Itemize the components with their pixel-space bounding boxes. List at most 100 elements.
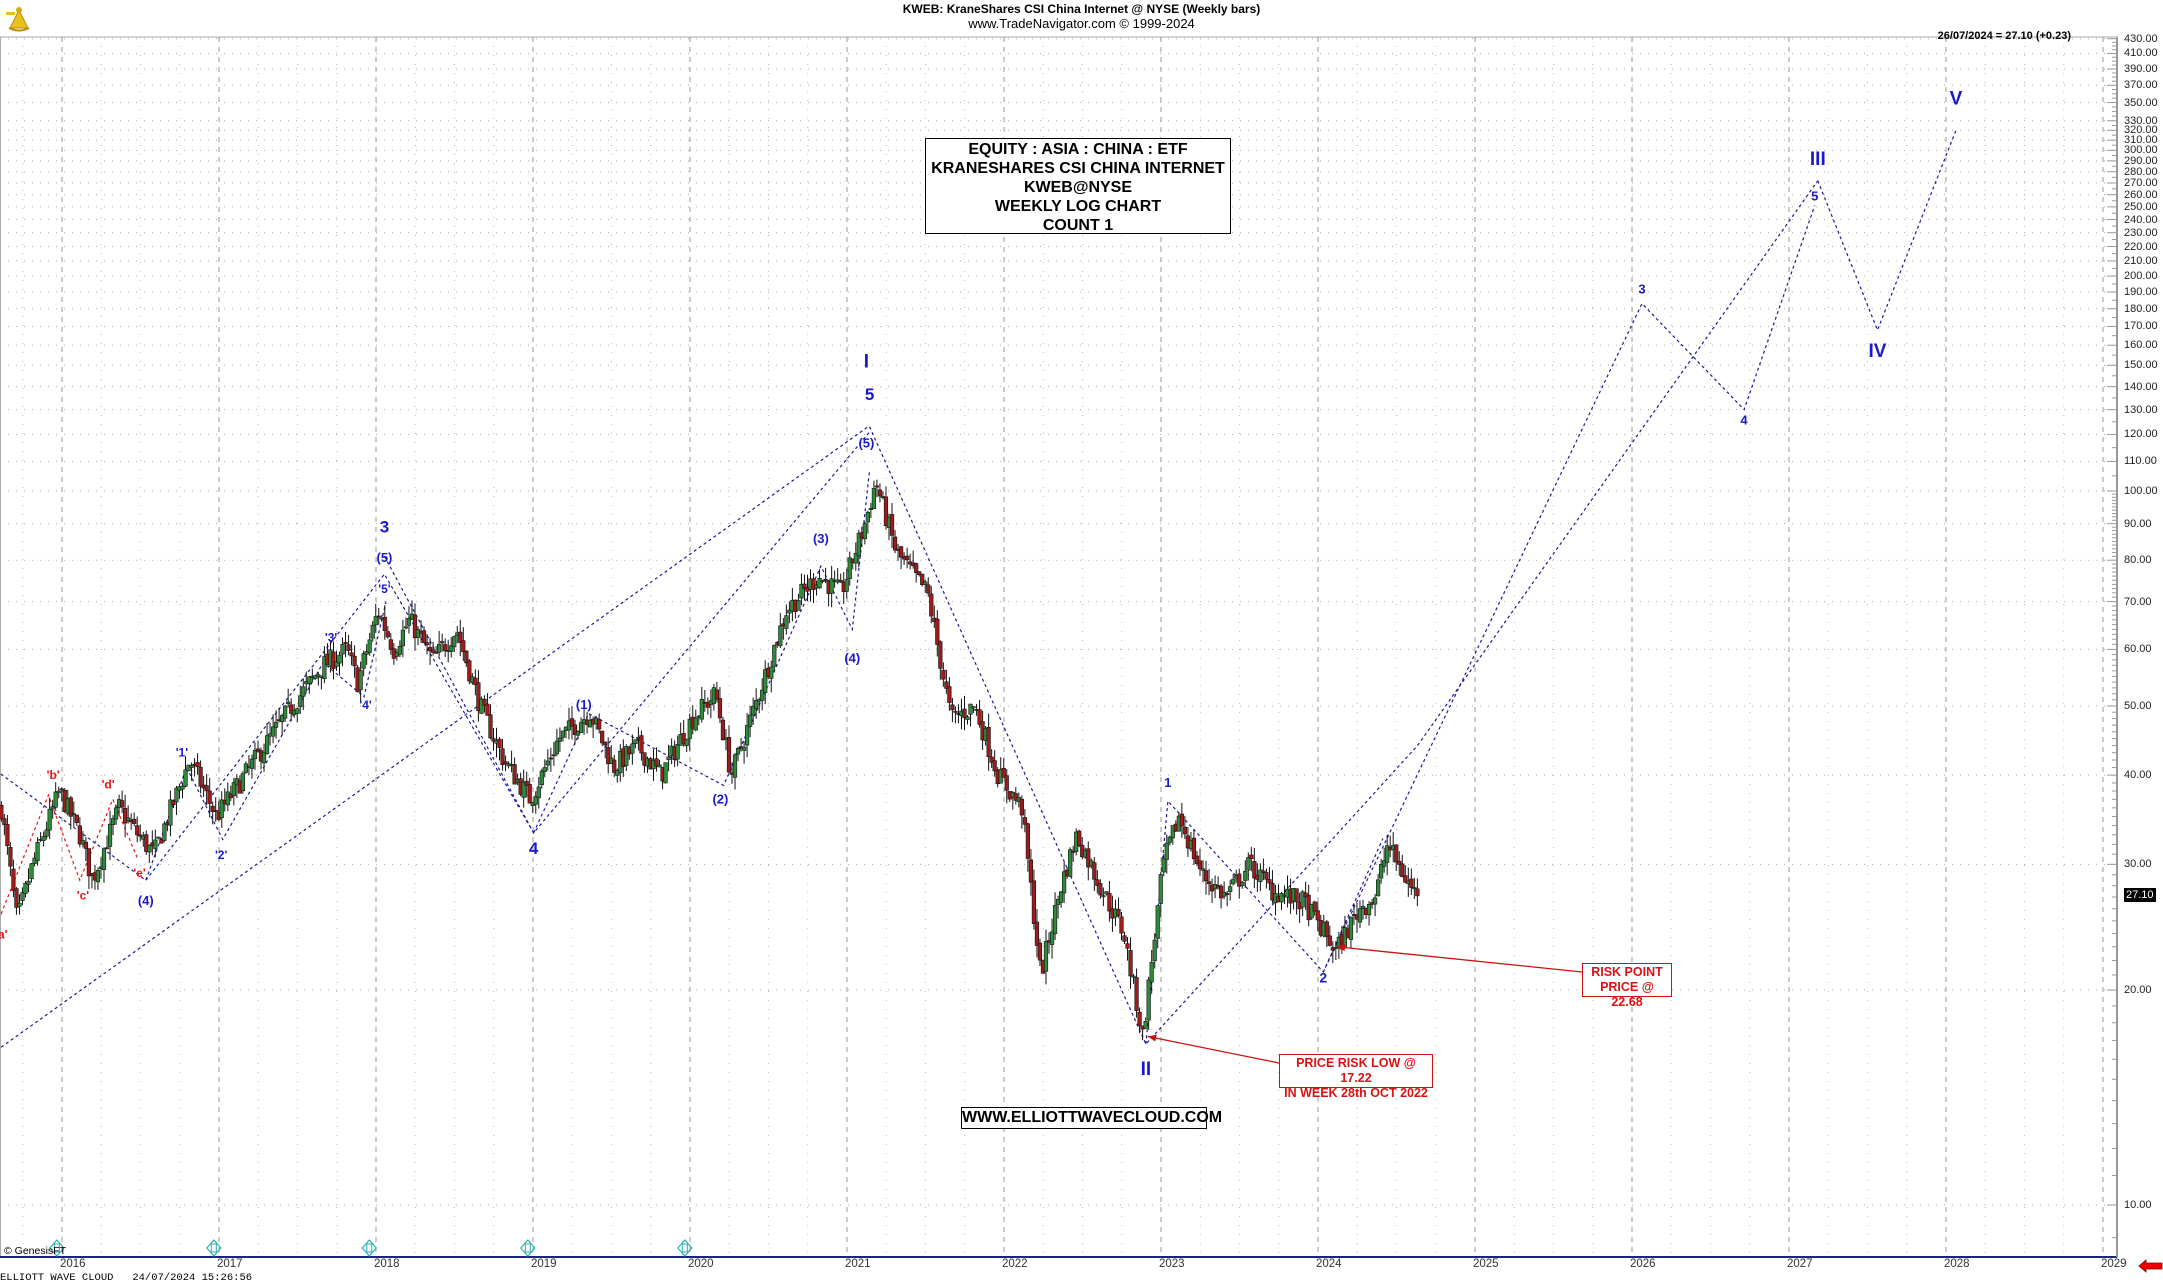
- info-line-category: EQUITY : ASIA : CHINA : ETF: [968, 141, 1188, 158]
- y-axis-tick-label: 330.00: [2124, 114, 2158, 127]
- x-axis-tick-label: 2018: [374, 1258, 400, 1270]
- wave-label: 5: [1811, 189, 1818, 204]
- y-axis-tick-label: 300.00: [2124, 144, 2158, 157]
- y-axis-tick-label: 20.00: [2124, 984, 2152, 997]
- x-axis-tick-label: 2028: [1944, 1258, 1970, 1270]
- y-axis-tick-label: 240.00: [2124, 213, 2158, 226]
- info-line-count: COUNT 1: [1042, 217, 1114, 234]
- risk-point-line2: PRICE @ 22.68: [1600, 980, 1654, 1009]
- risk-point-line1: RISK POINT: [1591, 965, 1663, 979]
- wave-label: '5': [378, 582, 391, 596]
- last-bar-label: 26/07/2024 = 27.10 (+0.23): [1937, 30, 2071, 42]
- y-axis-tick-label: 140.00: [2124, 380, 2158, 393]
- wave-label: 'd': [102, 778, 115, 792]
- y-axis-tick-label: 50.00: [2124, 699, 2152, 712]
- wave-label: 3: [1638, 282, 1645, 297]
- grid: [0, 36, 2118, 1258]
- risk-low-line1: PRICE RISK LOW @ 17.22: [1296, 1056, 1416, 1085]
- x-axis-tick-label: 2026: [1630, 1258, 1656, 1270]
- y-axis-tick-label: 100.00: [2124, 485, 2158, 497]
- x-axis-tick-label: 2024: [1316, 1258, 1342, 1270]
- candlesticks: [0, 479, 1420, 1041]
- wave-label: '2': [215, 848, 228, 862]
- y-axis-tick-label: 430.00: [2124, 32, 2158, 45]
- y-axis-tick-label: 390.00: [2124, 62, 2158, 75]
- last-price-tag: 27.10: [2124, 888, 2156, 902]
- risk-low-line2: IN WEEK 28th OCT 2022: [1284, 1086, 1428, 1100]
- sextant-logo-icon: [4, 2, 34, 32]
- wave-label: 'c': [77, 888, 90, 902]
- wave-label: V: [1950, 88, 1963, 109]
- y-axis-tick-label: 210.00: [2124, 254, 2158, 267]
- wave-label: 'e': [133, 866, 146, 880]
- risk-point-box: RISK POINT PRICE @ 22.68: [1582, 963, 1672, 1009]
- wave-label: 5: [865, 385, 874, 404]
- x-axis-tick-label: 2016: [60, 1258, 86, 1270]
- info-line-type: WEEKLY LOG CHART: [994, 198, 1162, 215]
- wave-label: 2: [1319, 969, 1327, 985]
- axes: [49, 37, 2118, 1257]
- wave-label: 4: [1740, 412, 1748, 427]
- wave-label: (5): [376, 550, 392, 565]
- scroll-right-arrow-icon[interactable]: [2138, 1259, 2163, 1273]
- wave-label: '1': [176, 745, 189, 759]
- y-axis-tick-label: 190.00: [2124, 285, 2158, 298]
- y-axis-tick-label: 280.00: [2124, 165, 2158, 178]
- wave-label: (3): [813, 531, 829, 546]
- y-axis-tick-label: 250.00: [2124, 200, 2158, 213]
- x-axis-tick-label: 2017: [217, 1258, 243, 1270]
- wave-label: (5): [858, 436, 874, 451]
- wave-label: IV: [1869, 341, 1887, 362]
- y-axis-tick-label: 10.00: [2124, 1199, 2152, 1211]
- risk-low-box: PRICE RISK LOW @ 17.22 IN WEEK 28th OCT …: [1279, 1054, 1433, 1100]
- chart-title: KWEB: KraneShares CSI China Internet @ N…: [902, 2, 1261, 16]
- y-axis-tick-label: 30.00: [2124, 858, 2152, 871]
- wave-label: (4): [138, 893, 154, 908]
- y-axis-tick-label: 70.00: [2124, 595, 2152, 608]
- wave-label: (1): [576, 697, 592, 712]
- y-axis-tick-label: 370.00: [2124, 79, 2158, 92]
- wave-label: '3': [325, 631, 338, 645]
- chart-info-box: EQUITY : ASIA : CHINA : ETF KRANESHARES …: [925, 138, 1231, 234]
- y-axis-tick-label: 320.00: [2124, 124, 2158, 137]
- chart-source: www.TradeNavigator.com © 1999-2024: [968, 16, 1195, 31]
- x-axis-tick-label: 2020: [688, 1258, 714, 1270]
- y-axis-tick-label: 130.00: [2124, 403, 2158, 416]
- y-axis-tick-label: 410.00: [2124, 47, 2158, 60]
- y-axis-tick-label: 260.00: [2124, 188, 2158, 201]
- x-axis-tick-label: 2023: [1159, 1258, 1185, 1270]
- y-axis-tick-label: 60.00: [2124, 643, 2152, 656]
- wave-label: (4): [844, 651, 860, 666]
- wave-label: 4: [529, 839, 539, 858]
- y-axis-tick-label: 40.00: [2124, 769, 2152, 782]
- y-axis-tick-label: 350.00: [2124, 96, 2158, 109]
- y-axis-tick-label: 150.00: [2124, 359, 2158, 372]
- wave-label: I: [864, 351, 869, 372]
- wave-label: 3: [380, 517, 389, 536]
- y-axis-tick-label: 230.00: [2124, 226, 2158, 239]
- wave-label: '4': [359, 698, 372, 712]
- y-axis-tick-label: 120.00: [2124, 428, 2158, 441]
- x-axis-tick-label: 2029: [2101, 1258, 2127, 1270]
- wave-label: 1: [1164, 775, 1171, 790]
- y-axis-tick-label: 220.00: [2124, 240, 2158, 253]
- copyright-label: © GenesisFT: [4, 1245, 67, 1257]
- x-axis-tick-label: 2025: [1473, 1258, 1499, 1270]
- y-axis-tick-label: 270.00: [2124, 177, 2158, 189]
- y-axis-tick-label: 110.00: [2124, 455, 2157, 468]
- wave-label: III: [1810, 149, 1826, 170]
- info-line-symbol: KWEB@NYSE: [1023, 179, 1133, 196]
- x-axis-tick-label: 2019: [531, 1258, 557, 1270]
- y-axis-tick-label: 180.00: [2124, 302, 2158, 315]
- wave-labels: 'a' 'b' 'c' 'd' 'e' (4) '1' '2' '3' '4' '5' (5) 3 4 (1…: [0, 88, 1963, 1080]
- y-axis-tick-label: 290.00: [2124, 154, 2158, 167]
- wave-label: II: [1141, 1059, 1152, 1080]
- info-line-name: KRANESHARES CSI CHINA INTERNET: [931, 160, 1225, 177]
- y-axis-tick-label: 160.00: [2124, 339, 2158, 352]
- risk-arrows: [1147, 944, 1583, 1064]
- footer-timestamp: ELLIOTT WAVE CLOUD 24/07/2024 15:26:56: [0, 1272, 253, 1284]
- y-axis-tick-label: 200.00: [2124, 270, 2158, 283]
- x-axis-tick-label: 2027: [1787, 1258, 1813, 1270]
- website-label: WWW.ELLIOTTWAVECLOUD.COM: [961, 1107, 1222, 1129]
